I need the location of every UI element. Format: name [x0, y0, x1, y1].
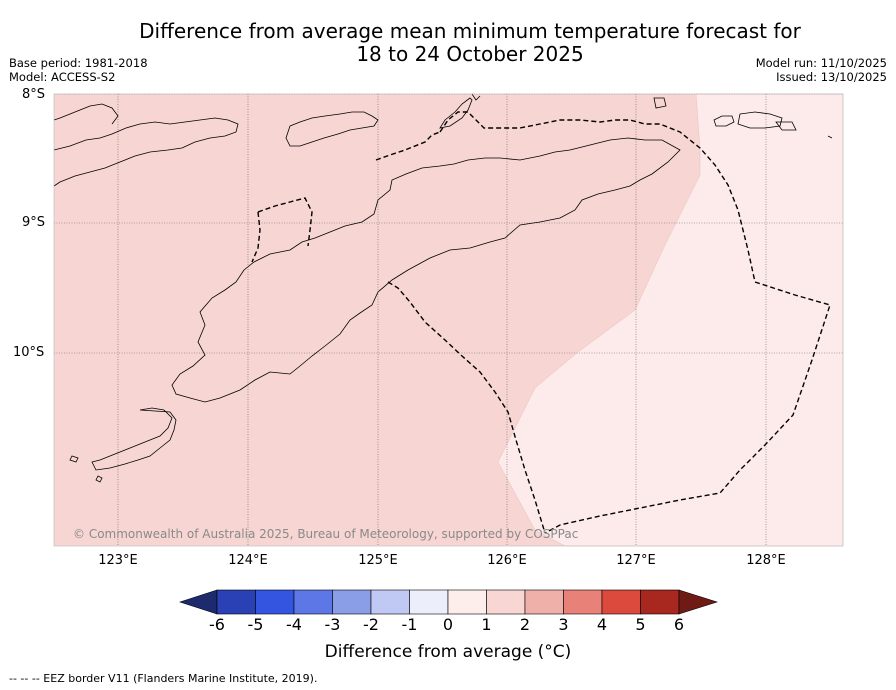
- flores-island: [53, 117, 239, 187]
- colorbar-tick-label: 3: [558, 615, 569, 634]
- issued-date: Issued: 13/10/2025: [776, 70, 887, 84]
- colorbar-label: Difference from average (°C): [324, 642, 572, 662]
- coastlines: [53, 93, 833, 483]
- lat-label-10s: 10°S: [13, 345, 45, 360]
- model-name: Model: ACCESS-S2: [9, 70, 116, 84]
- colorbar-segment: [216, 589, 256, 615]
- colorbar-tick-label: -1: [401, 615, 418, 634]
- eez-border-enclave: [257, 197, 313, 247]
- model-run: Model run: 11/10/2025: [755, 56, 887, 70]
- colorbar-tick-label: 5: [635, 615, 646, 634]
- lon-label-125e: 125°E: [358, 553, 398, 568]
- lon-label-128e: 128°E: [746, 553, 786, 568]
- eez-border-enclave-west: [251, 211, 261, 263]
- colorbar-segment: [563, 589, 603, 615]
- rote-island: [91, 407, 177, 471]
- map-frame: [53, 93, 844, 547]
- wetar-island: [439, 97, 473, 129]
- colorbar-segment: [524, 589, 564, 615]
- lat-label-9s: 9°S: [22, 215, 46, 230]
- northeast-island-2: [737, 111, 783, 129]
- eez-border-timor: [387, 281, 546, 534]
- title-line-2: 18 to 24 October 2025: [356, 42, 584, 66]
- savu-island: [69, 455, 79, 463]
- colorbar-tick-label: 4: [596, 615, 608, 634]
- colorbar-tick-label: -2: [363, 615, 379, 634]
- north-islands: [285, 111, 379, 147]
- eez-border-east: [439, 111, 831, 534]
- lon-label-127e: 127°E: [616, 553, 656, 568]
- colorbar-segment: [293, 589, 333, 615]
- colorbar-segment: [447, 589, 487, 615]
- meta-right: Model run: 11/10/2025 Issued: 13/10/2025: [756, 56, 887, 84]
- lon-label-126e: 126°E: [487, 553, 527, 568]
- base-period: Base period: 1981-2018: [9, 56, 148, 70]
- colorbar-segment: [370, 589, 410, 615]
- colorbar-tick-label: -5: [247, 615, 264, 634]
- colorbar-extend-low: [179, 589, 218, 615]
- colorbar-segment: [332, 589, 372, 615]
- colorbar-segment: [640, 589, 680, 615]
- northeast-island-1: [713, 115, 735, 127]
- small-islet: [95, 475, 103, 483]
- lon-label-124e: 124°E: [228, 553, 268, 568]
- colorbar-tick-label: -4: [286, 615, 302, 634]
- top-islet: [471, 93, 481, 101]
- colorbar-tick-label: 0: [442, 615, 454, 634]
- northeast-island-3: [775, 121, 797, 131]
- meta-left: Base period: 1981-2018 Model: ACCESS-S2: [9, 56, 148, 84]
- timor-island: [171, 137, 681, 403]
- title-line-1: Difference from average mean minimum tem…: [139, 19, 801, 43]
- colorbar-segments: [179, 589, 718, 615]
- lat-label-8s: 8°S: [22, 87, 46, 102]
- colorbar-tick-label: -3: [324, 615, 341, 634]
- colorbar-segment: [486, 589, 526, 615]
- colorbar-segment: [409, 589, 449, 615]
- colorbar-tick-label: 1: [481, 615, 492, 634]
- copyright-notice: © Commonwealth of Australia 2025, Bureau…: [73, 527, 579, 541]
- chart-title: Difference from average mean minimum tem…: [80, 20, 860, 66]
- lon-label-123e: 123°E: [98, 553, 138, 568]
- north-islet: [653, 97, 667, 109]
- colorbar-tick-label: 6: [673, 615, 685, 634]
- colorbar-segment: [601, 589, 641, 615]
- colorbar-tick-label: 2: [519, 615, 531, 634]
- colorbar-tick-label: -6: [209, 615, 225, 634]
- colorbar-segment: [255, 589, 295, 615]
- flores-coast-north: [53, 103, 119, 125]
- colorbar-extend-high: [678, 589, 718, 615]
- eez-border-oecusse: [375, 131, 441, 161]
- eez-footnote: -- -- -- EEZ border V11 (Flanders Marine…: [9, 672, 318, 685]
- far-east-islet: [827, 135, 833, 139]
- eez-borders: [251, 111, 831, 534]
